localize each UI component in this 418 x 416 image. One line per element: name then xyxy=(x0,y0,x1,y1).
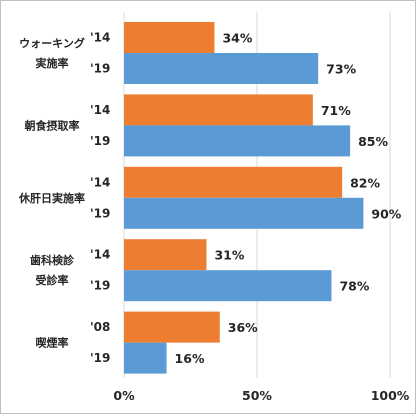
category-label: 喫煙率 xyxy=(36,336,69,350)
x-tick-label: 100% xyxy=(371,388,410,403)
year-label: '19 xyxy=(90,134,110,148)
bar xyxy=(124,311,220,343)
data-label: 85% xyxy=(358,134,388,149)
bar xyxy=(124,197,364,229)
category-label: 朝食摂取率 xyxy=(25,118,80,132)
data-label: 36% xyxy=(228,320,258,335)
category-label: 歯科検診 xyxy=(30,253,75,267)
x-tick-label: 0% xyxy=(113,388,135,403)
year-label: '19 xyxy=(90,351,110,365)
data-label: 78% xyxy=(339,279,369,294)
year-label: '19 xyxy=(90,62,110,76)
year-label: '08 xyxy=(90,320,110,334)
bar xyxy=(124,239,207,271)
year-label: '19 xyxy=(90,206,110,220)
bar xyxy=(124,166,343,198)
category-label: 実施率 xyxy=(36,56,69,70)
year-label: '14 xyxy=(90,248,110,262)
year-label: '14 xyxy=(90,103,110,117)
data-label: 82% xyxy=(350,175,380,190)
data-label: 31% xyxy=(214,248,244,263)
bar xyxy=(124,22,215,53)
bar xyxy=(124,270,332,302)
x-tick-label: 50% xyxy=(242,388,272,403)
data-label: 73% xyxy=(326,62,356,77)
data-label: 71% xyxy=(321,103,351,118)
category-label: ウォーキング xyxy=(19,36,85,50)
bar xyxy=(124,53,319,84)
year-label: '19 xyxy=(90,279,110,293)
data-label: 90% xyxy=(371,206,401,221)
category-label: 休肝日実施率 xyxy=(18,191,85,205)
bar xyxy=(124,342,167,374)
data-label: 16% xyxy=(175,351,205,366)
data-label: 34% xyxy=(222,31,252,46)
bar xyxy=(124,125,351,157)
year-label: '14 xyxy=(90,175,110,189)
year-label: '14 xyxy=(90,31,110,45)
category-label: 受診率 xyxy=(36,273,69,287)
bar xyxy=(124,94,313,126)
